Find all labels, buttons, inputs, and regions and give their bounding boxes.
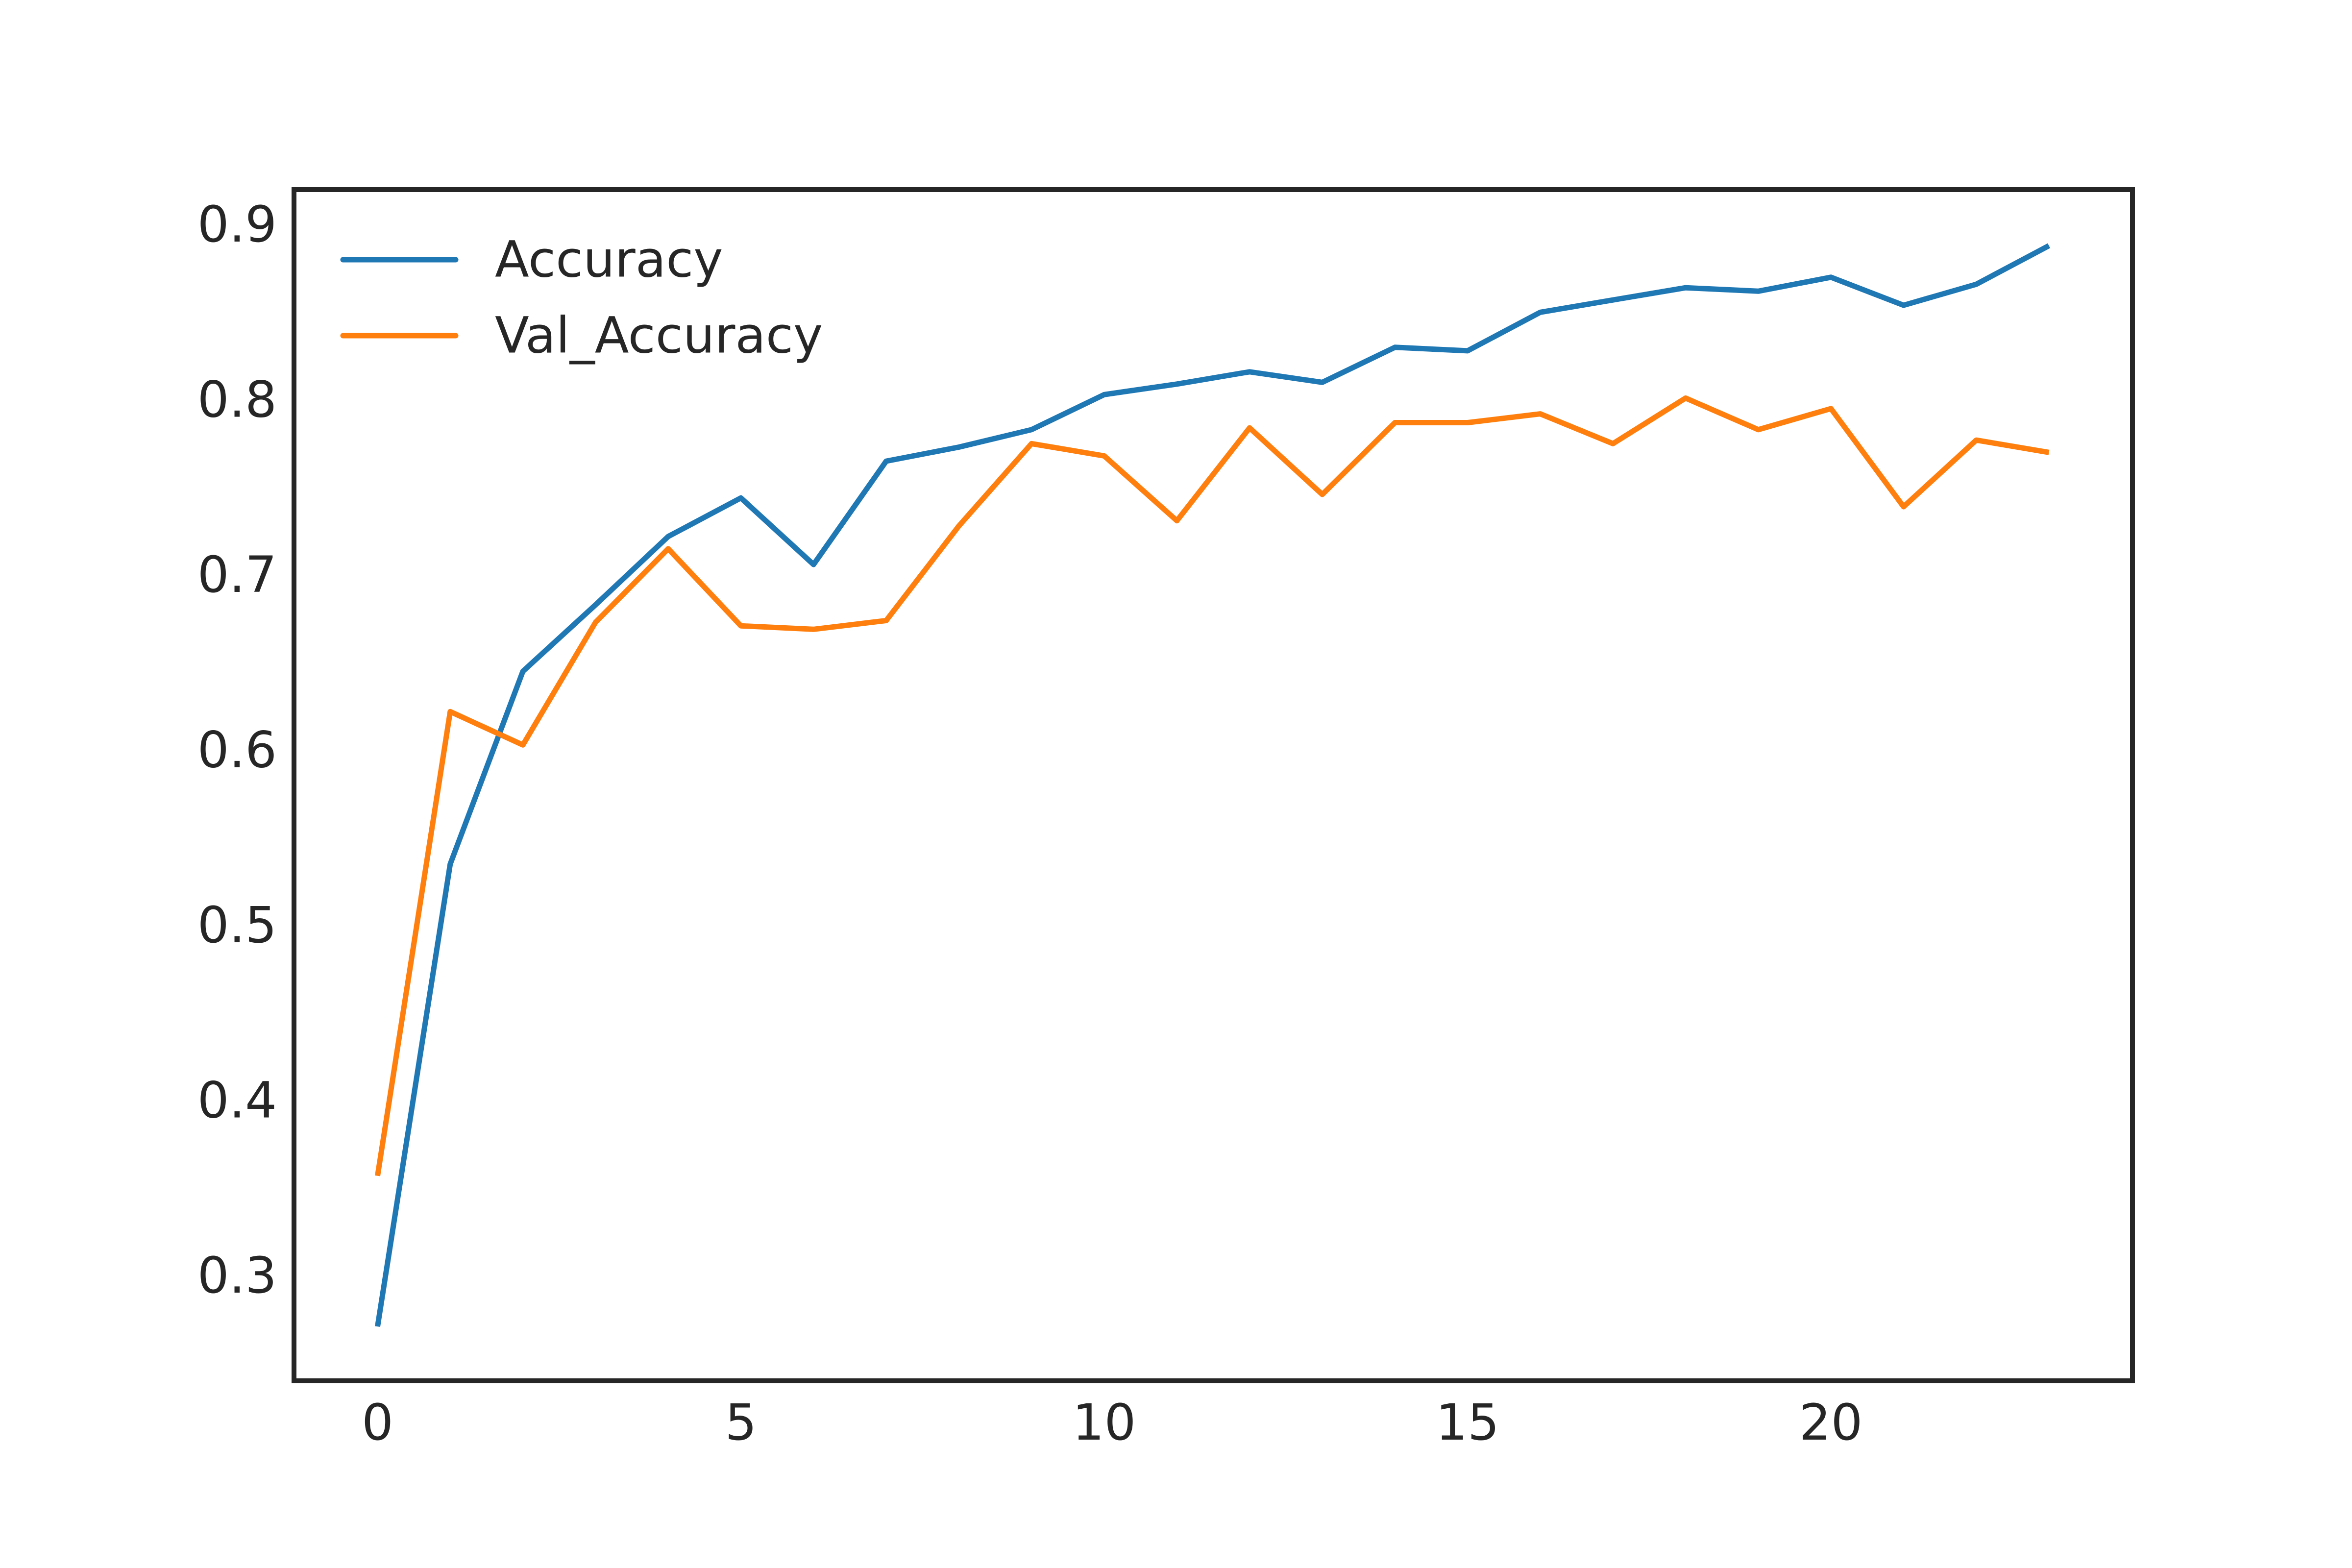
y-tick-labels: 0.3 0.4 0.5 0.6 0.7 0.8 0.9 bbox=[197, 196, 277, 1305]
y-tick-label: 0.6 bbox=[197, 721, 277, 780]
y-tick-label: 0.3 bbox=[197, 1247, 277, 1305]
series-line-accuracy bbox=[375, 243, 2051, 1327]
plot-frame bbox=[292, 187, 2135, 1383]
legend-label-val-accuracy: Val_Accuracy bbox=[495, 307, 823, 365]
x-tick-label: 15 bbox=[1436, 1394, 1499, 1452]
y-tick-label: 0.5 bbox=[197, 896, 277, 955]
series-layer bbox=[375, 243, 2051, 1327]
y-tick-label: 0.4 bbox=[197, 1072, 277, 1130]
series-line-val-accuracy bbox=[375, 395, 2050, 1176]
legend-label-accuracy: Accuracy bbox=[495, 231, 723, 289]
x-tick-label: 10 bbox=[1073, 1394, 1136, 1452]
x-tick-label: 5 bbox=[725, 1394, 757, 1452]
y-tick-label: 0.7 bbox=[197, 546, 277, 604]
x-tick-label: 20 bbox=[1799, 1394, 1863, 1452]
x-tick-labels: 0 5 10 15 20 bbox=[362, 1394, 1862, 1452]
legend: Accuracy Val_Accuracy bbox=[340, 231, 823, 365]
y-tick-label: 0.8 bbox=[197, 371, 277, 429]
y-tick-label: 0.9 bbox=[197, 196, 277, 254]
x-tick-label: 0 bbox=[362, 1394, 393, 1452]
